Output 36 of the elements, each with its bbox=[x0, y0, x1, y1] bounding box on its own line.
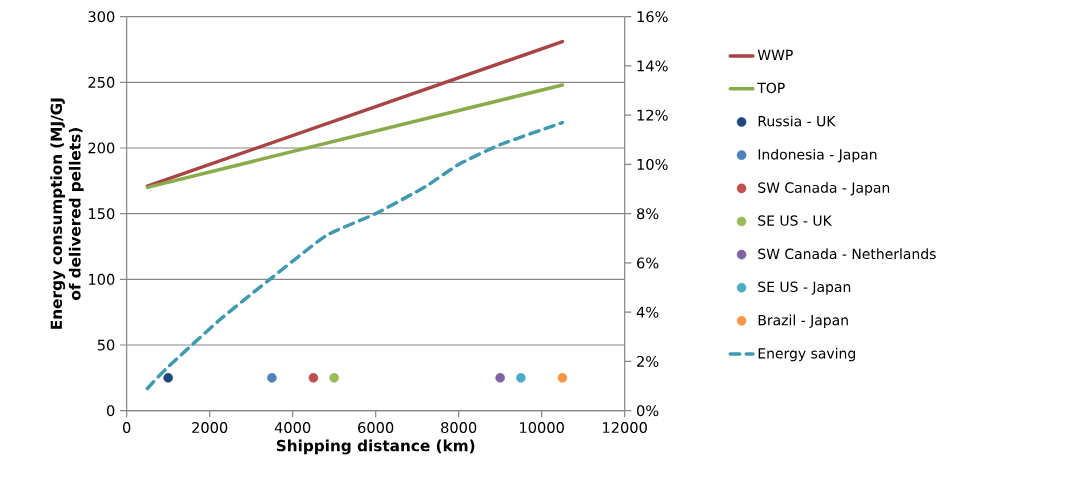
y-tick-label: 200 bbox=[88, 142, 115, 154]
y2-tick-label: 8% bbox=[637, 208, 659, 220]
x-axis-title: Shipping distance (km) bbox=[276, 439, 475, 455]
y2-tick-label: 0% bbox=[636, 405, 659, 417]
legend-label: Brazil - Japan bbox=[758, 314, 848, 329]
y2-tick-label: 4% bbox=[636, 306, 659, 318]
y-tick-label: 50 bbox=[97, 339, 115, 351]
legend-label: SE US - Japan bbox=[758, 281, 851, 295]
x-tick-label: 2000 bbox=[192, 422, 228, 434]
y2-tick-label: 14% bbox=[637, 60, 668, 72]
x-tick-label: 12000 bbox=[603, 422, 647, 434]
y2-tick-label: 12% bbox=[637, 109, 668, 121]
legend-label: SW Canada - Japan bbox=[758, 182, 890, 196]
legend-label: Energy saving bbox=[758, 347, 855, 362]
y2-tick-label: 16% bbox=[637, 11, 668, 23]
x-tick-label: 0 bbox=[122, 422, 131, 434]
legend-label: TOP bbox=[757, 82, 785, 94]
legend-label: Indonesia - Japan bbox=[758, 148, 877, 163]
y2-tick-label: 10% bbox=[637, 158, 668, 170]
y-tick-label: 300 bbox=[88, 11, 115, 23]
x-tick-label: 4000 bbox=[274, 422, 311, 434]
x-tick-label: 10000 bbox=[520, 422, 564, 434]
x-tick-label: 6000 bbox=[358, 422, 394, 434]
x-tick-label: 8000 bbox=[441, 422, 477, 434]
y-axis-title: Energy consumption (MJ/GJ of delivered pellets) bbox=[50, 98, 84, 329]
y-tick-label: 150 bbox=[89, 208, 115, 220]
y-tick-label: 0 bbox=[106, 405, 115, 417]
line-series bbox=[145, 120, 565, 391]
legend-label: WWP bbox=[757, 49, 793, 60]
y2-tick-label: 6% bbox=[637, 257, 659, 269]
legend-label: Russia - UK bbox=[758, 115, 836, 127]
y-tick-label: 100 bbox=[89, 273, 115, 285]
legend-label: SE US - UK bbox=[758, 215, 833, 226]
y-tick-label: 250 bbox=[88, 76, 115, 88]
y2-tick-label: 2% bbox=[637, 355, 659, 367]
legend-label: SW Canada - Netherlands bbox=[758, 248, 936, 260]
